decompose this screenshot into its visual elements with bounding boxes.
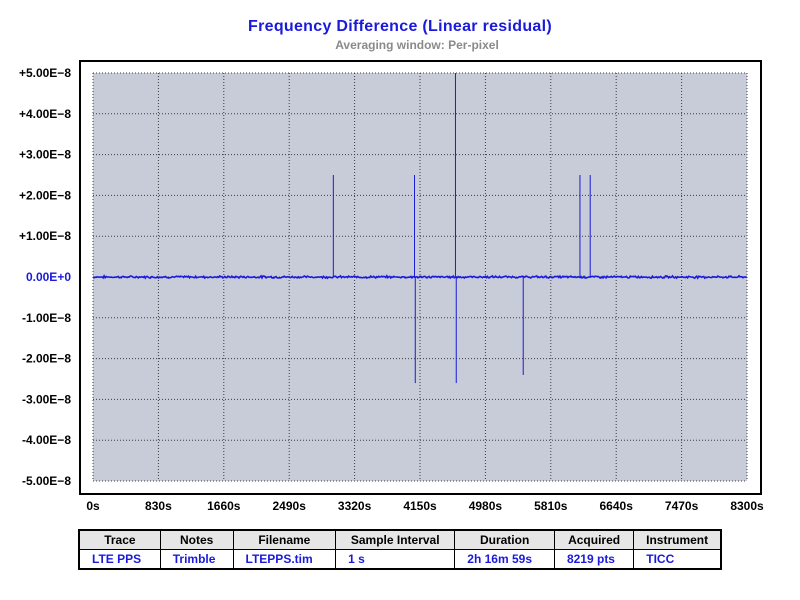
cell-trace: LTE PPS (78, 549, 161, 570)
header-filename: Filename (232, 529, 337, 550)
x-tick-label: 830s (145, 499, 172, 513)
x-tick-label: 4980s (469, 499, 503, 513)
header-instrument: Instrument (633, 529, 722, 550)
header-sample-interval: Sample Interval (335, 529, 456, 550)
y-axis-ticks: +5.00E−8 +4.00E−8 +3.00E−8 +2.00E−8 +1.00E−8… (19, 66, 71, 488)
series-spikes (332, 73, 591, 384)
y-tick-label: 0.00E+0 (26, 270, 71, 284)
cell-sample-interval: 1 s (335, 549, 456, 570)
chart-subtitle: Averaging window: Per-pixel (335, 38, 499, 52)
y-tick-label: -3.00E−8 (22, 392, 71, 406)
chart-title: Frequency Difference (Linear residual) (248, 18, 552, 35)
header-notes: Notes (159, 529, 234, 550)
cell-notes: Trimble (159, 549, 234, 570)
y-tick-label: -5.00E−8 (22, 474, 71, 488)
y-tick-label: +4.00E−8 (19, 107, 71, 121)
cell-instrument: TICC (633, 549, 722, 570)
x-tick-label: 2490s (273, 499, 307, 513)
series-line (92, 274, 748, 280)
x-tick-label: 0s (86, 499, 100, 513)
x-tick-label: 4150s (403, 499, 437, 513)
x-tick-label: 3320s (338, 499, 372, 513)
header-duration: Duration (454, 529, 555, 550)
y-tick-label: +3.00E−8 (19, 148, 71, 162)
trace-info-table: Trace Notes Filename Sample Interval Dur… (78, 529, 722, 570)
y-tick-label: -4.00E−8 (22, 433, 71, 447)
x-tick-label: 1660s (207, 499, 241, 513)
x-tick-label: 5810s (534, 499, 568, 513)
y-tick-label: +5.00E−8 (19, 66, 71, 80)
table-row[interactable]: LTE PPS Trimble LTEPPS.tim 1 s 2h 16m 59… (78, 549, 722, 570)
y-tick-label: -1.00E−8 (22, 311, 71, 325)
cell-acquired: 8219 pts (553, 549, 635, 570)
table-header-row: Trace Notes Filename Sample Interval Dur… (78, 529, 722, 550)
cell-duration: 2h 16m 59s (454, 549, 555, 570)
y-tick-label: -2.00E−8 (22, 352, 71, 366)
header-trace: Trace (78, 529, 161, 550)
x-tick-label: 7470s (665, 499, 699, 513)
y-tick-label: +2.00E−8 (19, 188, 71, 202)
y-tick-label: +1.00E−8 (19, 229, 71, 243)
cell-filename: LTEPPS.tim (232, 549, 337, 570)
x-tick-label: 6640s (600, 499, 634, 513)
x-tick-label: 8300s (730, 499, 764, 513)
header-acquired: Acquired (553, 529, 635, 550)
x-axis-ticks: 0s 830s 1660s 2490s 3320s 4150s 4980s 5810s 6640… (86, 499, 764, 513)
